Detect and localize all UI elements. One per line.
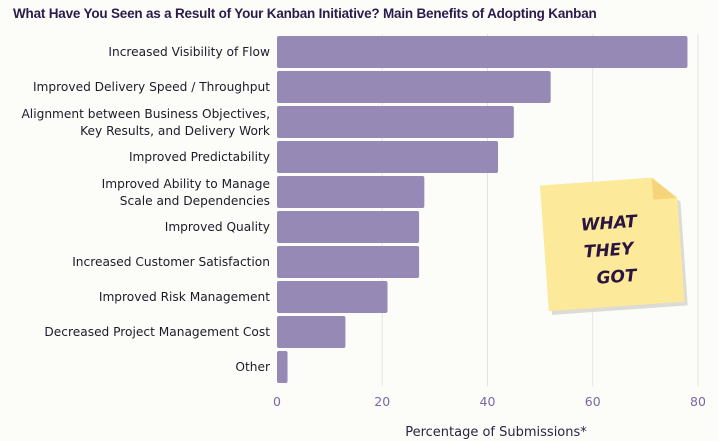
x-tick-label: 40 — [480, 394, 496, 409]
category-label: Improved Predictability — [129, 150, 270, 164]
sticky-note: WHAT THEY GOT — [539, 177, 688, 315]
category-label: Improved Ability to Manage Scale and Depe… — [102, 177, 270, 208]
category-label: Improved Quality — [165, 220, 270, 234]
category-label: Improved Risk Management — [99, 290, 270, 304]
x-tick-label: 20 — [374, 394, 390, 409]
bar — [277, 316, 346, 348]
category-label: Increased Customer Satisfaction — [72, 255, 270, 269]
category-labels: Increased Visibility of Flow Improved Del… — [21, 45, 271, 374]
bar — [277, 71, 551, 103]
category-label: Improved Delivery Speed / Throughput — [33, 80, 270, 94]
note-line-3: GOT — [596, 266, 639, 289]
bar — [277, 141, 499, 173]
category-label: Alignment between Business Objectives, Ke… — [21, 107, 270, 138]
x-tick-label: 80 — [690, 394, 706, 409]
chart-title: What Have You Seen as a Result of Your K… — [13, 6, 597, 21]
bar — [277, 246, 420, 278]
category-label: Other — [235, 360, 271, 374]
x-tick-label: 0 — [273, 394, 281, 409]
note-line-1: WHAT — [580, 212, 639, 236]
bar — [277, 176, 425, 208]
x-tick-labels: 0 20 40 60 80 — [273, 394, 706, 409]
x-tick-label: 60 — [585, 394, 601, 409]
note-line-2: THEY — [583, 239, 636, 263]
bar — [277, 106, 514, 138]
category-label: Increased Visibility of Flow — [108, 45, 270, 59]
bar — [277, 211, 420, 243]
bar — [277, 281, 388, 313]
bar — [277, 351, 288, 383]
x-axis-label: Percentage of Submissions* — [405, 425, 587, 440]
category-label: Decreased Project Management Cost — [44, 325, 270, 339]
bar — [277, 36, 688, 68]
bars — [277, 36, 688, 383]
